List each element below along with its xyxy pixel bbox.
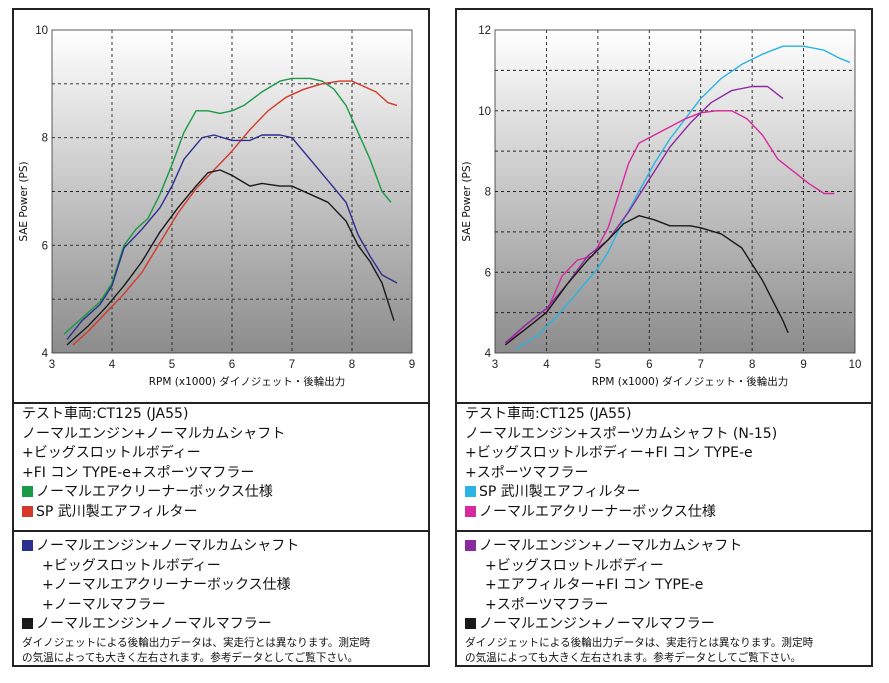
left-legend-green: ノーマルエアクリーナーボックス仕様 xyxy=(22,483,428,503)
x-tick-label: 6 xyxy=(646,359,652,371)
left-disclaimer-line: ダイノジェットによる後輪出力データは、実走行とは異なります。測定時 xyxy=(22,636,371,649)
x-tick-label: 7 xyxy=(698,359,704,371)
right-dyno-panel: 3 4 5 6 7 8 9 10 4 6 8 10 12 RPM (x1000) ダイノジェット・後輪出力… xyxy=(455,8,873,667)
x-tick-label: 7 xyxy=(289,359,295,371)
series-line xyxy=(66,134,398,340)
plot-frame xyxy=(51,29,413,354)
right-compare-line: +ビッグスロットルボディー xyxy=(485,557,664,574)
left-spec-block: テスト車両:CT125 (JA55) ノーマルエンジン+ノーマルカムシャフト +… xyxy=(14,402,428,532)
left-disclaimer-line: の気温によっても大きく左右されます。参考データとしてご覧下さい。 xyxy=(22,652,359,664)
right-disclaimer-line: ダイノジェットによる後輪出力データは、実走行とは異なります。測定時 xyxy=(465,636,814,649)
legend-label: ノーマルエンジン+ノーマルマフラー xyxy=(36,616,272,632)
legend-swatch xyxy=(465,505,476,517)
legend-swatch xyxy=(22,618,33,629)
y-tick-label: 10 xyxy=(35,25,48,37)
left-spec-line: ノーマルエンジン+ノーマルカムシャフト xyxy=(22,425,286,442)
x-tick-label: 3 xyxy=(492,359,498,371)
left-compare-line: +ビッグスロットルボディー xyxy=(42,557,221,574)
legend-label: ノーマルエアクリーナーボックス仕様 xyxy=(36,484,273,500)
right-legend-cyan: SP 武川製エアフィルター xyxy=(465,483,871,503)
legend-swatch xyxy=(22,540,33,551)
x-axis-label: RPM (x1000) ダイノジェット・後輪出力 xyxy=(149,375,346,388)
left-dyno-panel: 3 4 5 6 7 8 9 4 6 8 10 RPM (x1000) ダイノジェット・後輪出力 SAE … xyxy=(12,8,430,667)
legend-swatch xyxy=(22,486,33,497)
right-spec-line: +ビッグスロットルボディー+FI コン TYPE-e xyxy=(465,445,753,461)
left-compare-line: +ノーマルマフラー xyxy=(42,596,166,613)
y-tick-label: 8 xyxy=(42,133,48,145)
right-compare-line: ノーマルエンジン+ノーマルカムシャフト xyxy=(465,537,871,557)
x-tick-label: 3 xyxy=(49,359,55,371)
y-axis-label: SAE Power (PS) xyxy=(461,161,473,241)
right-disclaimer-line: の気温によっても大きく左右されます。参考データとしてご覧下さい。 xyxy=(465,652,802,664)
legend-swatch xyxy=(465,486,476,497)
legend-label: ノーマルエアクリーナーボックス仕様 xyxy=(479,503,716,520)
right-spec-line: テスト車両:CT125 (JA55) xyxy=(465,406,632,422)
x-tick-label: 9 xyxy=(800,359,806,371)
left-compare-line: +ノーマルエアクリーナーボックス仕様 xyxy=(42,577,291,593)
legend-swatch xyxy=(22,505,33,517)
left-compare-block: ノーマルエンジン+ノーマルカムシャフト +ビッグスロットルボディー +ノーマルエ… xyxy=(14,534,428,665)
legend-swatch xyxy=(465,540,476,551)
right-spec-line: +スポーツマフラー xyxy=(465,464,589,481)
right-spec-line: ノーマルエンジン+スポーツカムシャフト (N-15) xyxy=(465,425,778,442)
y-tick-label: 4 xyxy=(42,348,49,360)
y-tick-label: 6 xyxy=(485,267,491,279)
legend-label: ノーマルエンジン+ノーマルカムシャフト xyxy=(36,538,300,554)
legend-label: ノーマルエンジン+ノーマルカムシャフト xyxy=(479,538,743,554)
right-spec-block: テスト車両:CT125 (JA55) ノーマルエンジン+スポーツカムシャフト (… xyxy=(457,402,871,532)
legend-label: SP 武川製エアフィルター xyxy=(36,503,198,520)
x-tick-label: 5 xyxy=(595,359,601,371)
y-tick-label: 12 xyxy=(478,25,491,37)
left-spec-line: +FI コン TYPE-e+スポーツマフラー xyxy=(22,464,255,481)
series-line xyxy=(66,169,395,346)
series-line xyxy=(504,110,835,344)
series-line xyxy=(515,45,851,350)
left-legend-red: SP 武川製エアフィルター xyxy=(22,503,428,523)
right-legend-magenta: ノーマルエアクリーナーボックス仕様 xyxy=(465,503,871,523)
right-compare-line: +エアフィルター+FI コン TYPE-e xyxy=(485,577,704,593)
x-axis-label: RPM (x1000) ダイノジェット・後輪出力 xyxy=(592,375,789,388)
x-tick-label: 8 xyxy=(349,359,355,371)
legend-label: SP 武川製エアフィルター xyxy=(479,484,641,500)
x-tick-label: 8 xyxy=(749,359,755,371)
x-tick-label: 9 xyxy=(409,359,415,371)
x-tick-label: 6 xyxy=(229,359,235,371)
left-compare-line: ノーマルエンジン+ノーマルカムシャフト xyxy=(22,537,428,557)
left-chart-area: 3 4 5 6 7 8 9 4 6 8 10 RPM (x1000) ダイノジェット・後輪出力 SAE … xyxy=(14,10,428,404)
y-tick-label: 8 xyxy=(485,187,491,199)
x-tick-label: 4 xyxy=(109,359,116,371)
legend-swatch xyxy=(465,618,476,629)
x-tick-label: 4 xyxy=(543,359,550,371)
right-compare-line: +スポーツマフラー xyxy=(485,596,609,613)
series-line xyxy=(72,80,398,346)
left-spec-line: テスト車両:CT125 (JA55) xyxy=(22,406,189,422)
y-tick-label: 10 xyxy=(478,106,491,118)
legend-label: ノーマルエンジン+ノーマルマフラー xyxy=(479,616,715,632)
x-tick-label: 5 xyxy=(169,359,175,371)
y-tick-label: 4 xyxy=(485,348,492,360)
series-line xyxy=(504,215,789,346)
y-tick-label: 6 xyxy=(42,240,48,252)
right-compare-block: ノーマルエンジン+ノーマルカムシャフト +ビッグスロットルボディー +エアフィル… xyxy=(457,534,871,665)
right-stock-legend: ノーマルエンジン+ノーマルマフラー xyxy=(465,615,871,635)
x-tick-label: 10 xyxy=(849,359,862,371)
series-line xyxy=(504,85,784,344)
y-axis-label: SAE Power (PS) xyxy=(18,161,30,241)
plot-frame xyxy=(494,29,856,354)
right-chart-area: 3 4 5 6 7 8 9 10 4 6 8 10 12 RPM (x1000) ダイノジェット・後輪出力… xyxy=(457,10,871,404)
left-stock-legend: ノーマルエンジン+ノーマルマフラー xyxy=(22,615,428,635)
series-line xyxy=(63,77,392,335)
left-spec-line: +ビッグスロットルボディー xyxy=(22,445,201,461)
